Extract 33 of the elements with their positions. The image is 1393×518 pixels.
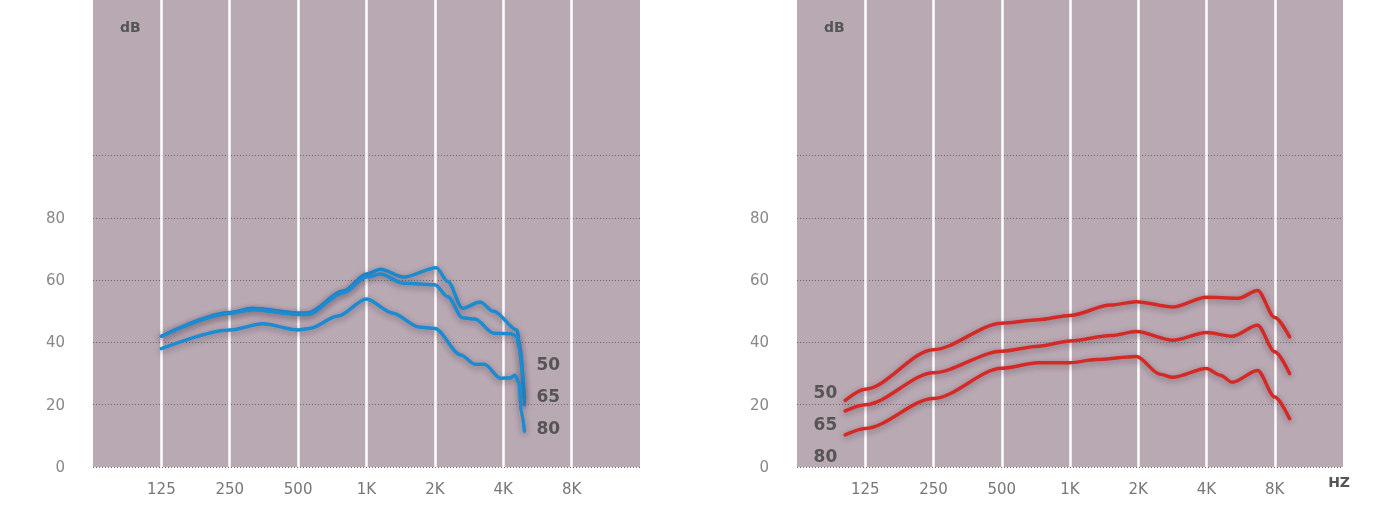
series-label: 50 <box>536 354 561 375</box>
x-tick-label: 250 <box>919 479 948 498</box>
x-tick-label: 500 <box>283 479 313 498</box>
y-tick-label: 20 <box>749 395 769 414</box>
series-label: 80 <box>813 446 838 467</box>
series-label: 65 <box>813 414 838 435</box>
y-tick-label: 0 <box>55 458 65 476</box>
series-label: 65 <box>536 386 561 407</box>
x-tick-label: 2K <box>1128 479 1150 498</box>
y-tick-label: 40 <box>749 333 769 352</box>
y-tick-label: 80 <box>749 208 769 227</box>
y-tick-label: 40 <box>45 333 65 352</box>
y-axis-title: dB <box>824 19 845 35</box>
x-tick-label: 500 <box>987 479 1017 498</box>
y-tick-label: 0 <box>759 458 769 476</box>
y-tick-label: 20 <box>45 395 65 414</box>
x-tick-label: 8K <box>1265 479 1286 498</box>
series-label: 80 <box>536 418 561 439</box>
x-tick-label: 1K <box>356 479 378 498</box>
series-label: 50 <box>813 382 838 403</box>
y-tick-label: 80 <box>45 208 65 227</box>
x-tick-label: 1K <box>1060 479 1081 498</box>
y-axis-title: dB <box>120 19 141 35</box>
x-tick-label: 8K <box>561 479 583 498</box>
x-tick-label: 4K <box>1196 479 1218 498</box>
x-tick-label: 4K <box>493 479 515 498</box>
x-tick-label: 125 <box>850 479 880 498</box>
x-tick-label: 125 <box>147 479 176 498</box>
y-tick-label: 60 <box>45 271 65 290</box>
x-axis-title: HZ <box>1328 474 1351 490</box>
x-tick-label: 250 <box>215 479 245 498</box>
x-tick-label: 2K <box>425 479 446 498</box>
y-tick-label: 60 <box>749 271 769 290</box>
